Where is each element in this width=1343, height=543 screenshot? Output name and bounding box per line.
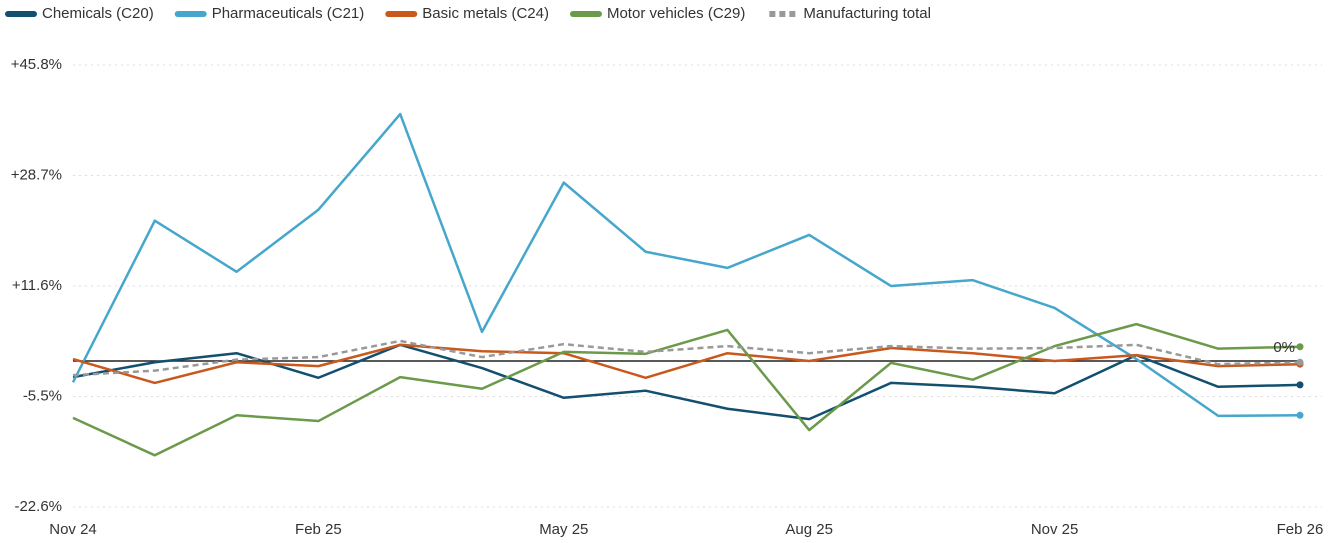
y-tick-label: +45.8% xyxy=(11,56,62,73)
x-tick-label: Nov 25 xyxy=(1031,521,1079,538)
legend-label: Chemicals (C20) xyxy=(42,5,154,22)
series-line xyxy=(71,112,1301,418)
series-line xyxy=(72,339,1301,377)
legend-label: Pharmaceuticals (C21) xyxy=(212,5,365,22)
x-tick-label: Feb 25 xyxy=(295,521,342,538)
y-tick-label: +28.7% xyxy=(11,166,62,183)
end-dot xyxy=(1296,381,1304,389)
legend-label: Motor vehicles (C29) xyxy=(607,5,745,22)
y-tick-label: +11.6% xyxy=(12,277,62,294)
y-tick-label: -22.6% xyxy=(14,498,62,515)
end-dot xyxy=(1296,411,1304,419)
x-tick-label: Feb 26 xyxy=(1277,521,1324,538)
end-dot xyxy=(1296,343,1304,351)
legend-label: Basic metals (C24) xyxy=(422,5,549,22)
x-tick-label: Aug 25 xyxy=(785,521,833,538)
x-tick-label: May 25 xyxy=(539,521,588,538)
x-tick-label: Nov 24 xyxy=(49,521,97,538)
series-line xyxy=(72,343,1301,421)
zero-label: 0% xyxy=(1273,339,1295,356)
series-line xyxy=(72,343,1301,385)
legend-label: Manufacturing total xyxy=(803,5,931,22)
y-tick-label: -5.5% xyxy=(23,387,62,404)
series-line xyxy=(72,322,1301,457)
end-dot xyxy=(1296,358,1304,366)
